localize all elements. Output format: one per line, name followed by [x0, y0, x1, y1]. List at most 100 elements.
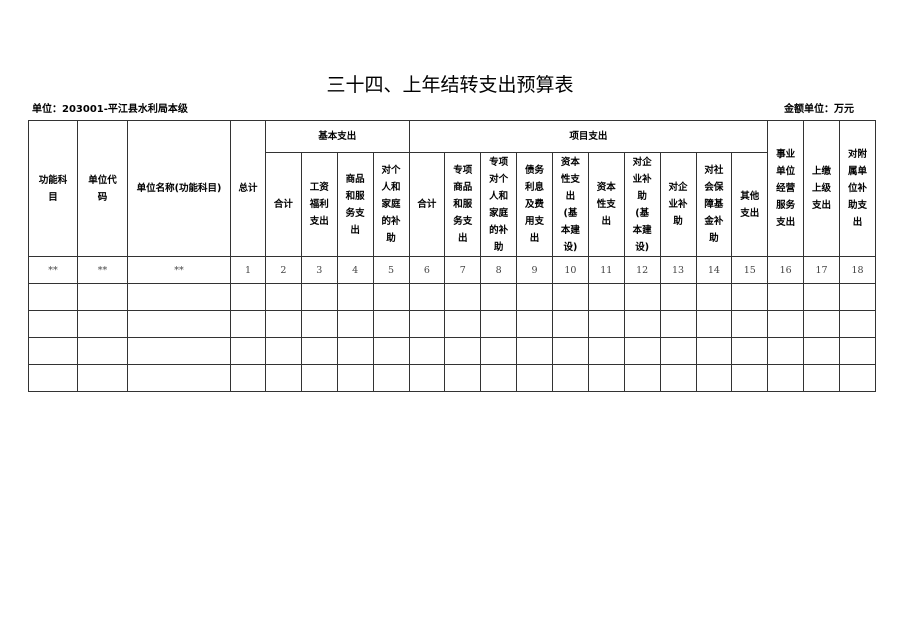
table-cell: [767, 337, 805, 365]
table-cell: [731, 337, 769, 365]
table-cell: [28, 364, 78, 392]
table-cell: [516, 310, 553, 338]
number-cell: 11: [587, 256, 625, 284]
header-basic-col: 商品和服务支出: [336, 152, 374, 257]
header-project-col: 债务利息及费用支出: [516, 152, 553, 257]
table-cell: [444, 364, 482, 392]
table-cell: [336, 337, 374, 365]
table-cell: [731, 364, 769, 392]
table-cell: [731, 310, 769, 338]
number-cell: 8: [480, 256, 518, 284]
number-cell: **: [127, 256, 231, 284]
table-cell: [408, 310, 446, 338]
table-cell: [659, 364, 697, 392]
table-cell: [587, 364, 625, 392]
header-tail-1: 上缴上级支出: [803, 120, 840, 257]
header-project-col: 对社会保障基金补助: [695, 152, 733, 257]
header-tail-0: 事业单位经营服务支出: [767, 120, 805, 257]
table-cell: [28, 337, 78, 365]
table-cell: [587, 310, 625, 338]
table-cell: [408, 283, 446, 311]
table-cell: [480, 310, 518, 338]
table-cell: [77, 283, 128, 311]
table-cell: [265, 337, 302, 365]
table-cell: [372, 283, 410, 311]
table-cell: [659, 310, 697, 338]
table-row: [28, 337, 876, 365]
number-cell: 7: [444, 256, 482, 284]
table-cell: [300, 337, 338, 365]
header-project-col: 资本性支出(基本建设): [552, 152, 589, 257]
number-cell: 15: [731, 256, 769, 284]
number-cell: 2: [265, 256, 302, 284]
header-tail-2: 对附属单位补助支出: [839, 120, 876, 257]
table-cell: [839, 310, 876, 338]
table-cell: [265, 364, 302, 392]
table-cell: [300, 310, 338, 338]
table-cell: [839, 364, 876, 392]
table-cell: [803, 283, 840, 311]
table-cell: [803, 310, 840, 338]
table-cell: [444, 310, 482, 338]
header-project-col: 对企业补助: [659, 152, 697, 257]
table-row: [28, 310, 876, 338]
header-code: 单位代码: [77, 120, 128, 257]
table-cell: [695, 364, 733, 392]
table-cell: [336, 310, 374, 338]
number-cell: 12: [623, 256, 661, 284]
number-cell: 1: [230, 256, 266, 284]
table-cell: [127, 283, 231, 311]
table-cell: [230, 337, 266, 365]
table-cell: [336, 283, 374, 311]
header-func: 功能科目: [28, 120, 78, 257]
table-cell: [265, 283, 302, 311]
header-total: 总计: [230, 120, 266, 257]
table-cell: [127, 364, 231, 392]
header-basic: 基本支出: [265, 120, 410, 153]
header-basic-col: 合计: [265, 152, 302, 257]
table-cell: [77, 337, 128, 365]
table-cell: [127, 310, 231, 338]
table-cell: [731, 283, 769, 311]
table-cell: [127, 337, 231, 365]
header-project-col: 合计: [408, 152, 446, 257]
table-cell: [336, 364, 374, 392]
budget-table: 功能科目 单位代码 单位名称(功能科目) 总计 基本支出 项目支出 事业单位经营…: [28, 120, 876, 392]
table-cell: [623, 283, 661, 311]
table-row: [28, 364, 876, 392]
table-cell: [516, 283, 553, 311]
table-cell: [230, 364, 266, 392]
table-cell: [480, 337, 518, 365]
number-cell: 16: [767, 256, 805, 284]
table-cell: [803, 337, 840, 365]
table-cell: [587, 337, 625, 365]
table-cell: [300, 364, 338, 392]
table-cell: [230, 283, 266, 311]
table-cell: [767, 283, 805, 311]
number-cell: 14: [695, 256, 733, 284]
table-cell: [408, 337, 446, 365]
table-cell: [623, 310, 661, 338]
table-cell: [695, 310, 733, 338]
header-project-col: 专项对个人和家庭的补助: [480, 152, 518, 257]
table-cell: [516, 364, 553, 392]
table-cell: [659, 283, 697, 311]
number-cell: 4: [336, 256, 374, 284]
number-cell: 5: [372, 256, 410, 284]
page-title: 三十四、上年结转支出预算表: [326, 74, 574, 96]
table-cell: [265, 310, 302, 338]
table-row: [28, 283, 876, 311]
table-cell: [77, 310, 128, 338]
number-cell: 6: [408, 256, 446, 284]
number-row: ** ** ** 1 2 3 4 5 6 7 8 9 10 11 12 13 14 15 16 17 18: [28, 256, 876, 284]
table-cell: [659, 337, 697, 365]
header-project-col: 专项商品和服务支出: [444, 152, 482, 257]
table-cell: [28, 283, 78, 311]
number-cell: 13: [659, 256, 697, 284]
table-cell: [552, 283, 589, 311]
header-name: 单位名称(功能科目): [127, 120, 231, 257]
table-cell: [552, 364, 589, 392]
table-cell: [552, 337, 589, 365]
unit-label: 单位：203001-平江县水利局本级: [32, 104, 188, 115]
